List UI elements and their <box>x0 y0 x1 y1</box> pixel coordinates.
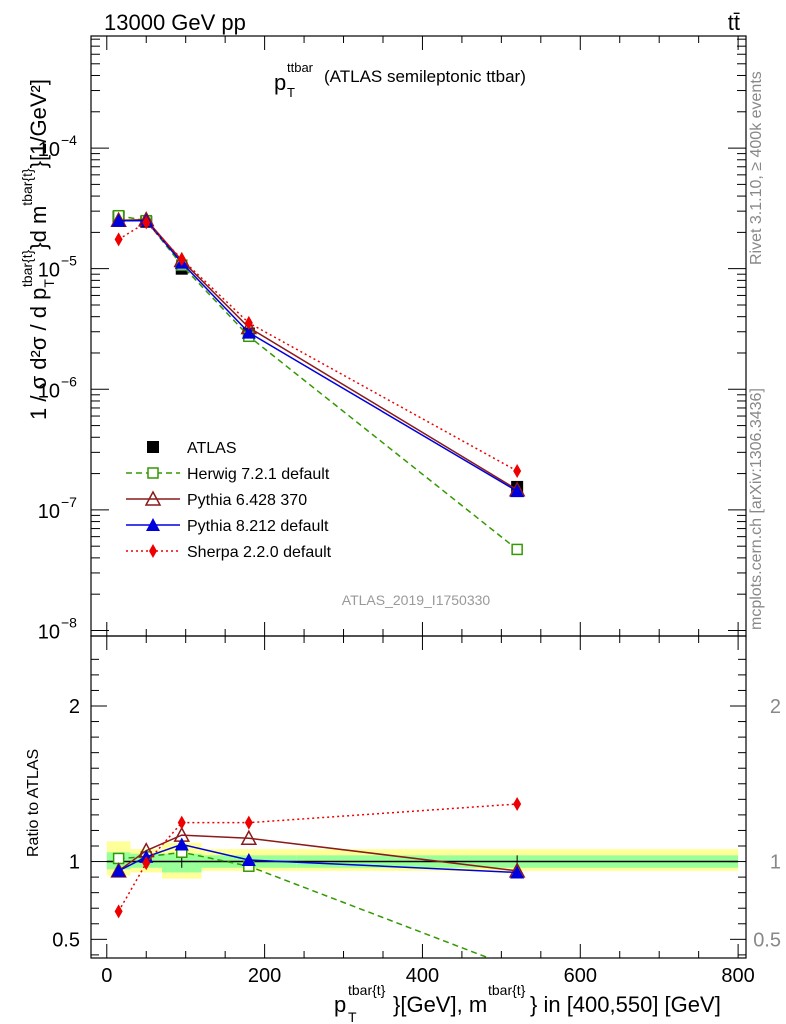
rivet-label: Rivet 3.1.10, ≥ 400k events <box>748 71 765 265</box>
y-label-part1: 1 / σ d²σ / d p <box>26 288 51 420</box>
y-tick-label-exp: −7 <box>61 494 77 510</box>
ratio-y-tick-label: 1 <box>69 852 80 874</box>
y-tick-label: 10 <box>38 260 60 282</box>
marker-diamond <box>142 856 151 871</box>
x-tick-label: 200 <box>248 965 281 987</box>
ratio-line <box>118 834 518 872</box>
legend-label: Sherpa 2.2.0 default <box>187 544 332 561</box>
marker-square <box>147 441 159 453</box>
y-tick-label-exp: −5 <box>61 253 77 269</box>
svg-text:p: p <box>274 70 286 95</box>
x-label-sup2: tbar{t} <box>488 982 526 998</box>
mcplots-label: mcplots.cern.ch [arXiv:1306.3436] <box>748 388 765 630</box>
y-tick-label: 10 <box>38 139 60 161</box>
legend-label: Herwig 7.2.1 default <box>187 466 330 483</box>
marker-triangle <box>241 325 256 339</box>
marker-open-square <box>147 467 159 479</box>
legend-entry: ATLAS <box>147 440 237 457</box>
y-tick-label: 10 <box>38 501 60 523</box>
legend-label: Pythia 6.428 370 <box>187 492 307 509</box>
ratio-frame <box>90 635 747 959</box>
y-tick-label-exp: −6 <box>61 373 77 389</box>
marker-triangle <box>174 837 189 851</box>
plot-title-sub: T <box>287 85 295 100</box>
plot-title-rest: (ATLAS semileptonic ttbar) <box>324 67 526 86</box>
marker-diamond <box>513 464 522 479</box>
svg-text:p: p <box>334 992 346 1017</box>
ratio-y-tick-label-right: 2 <box>770 696 781 718</box>
legend-label: Pythia 8.212 default <box>187 518 329 535</box>
ratio-y-tick-label: 0.5 <box>52 929 80 951</box>
ratio-y-tick-label-right: 1 <box>770 852 781 874</box>
legend: ATLAS Herwig 7.2.1 default Pythia 6.428 37… <box>126 440 332 561</box>
ratio-y-label: Ratio to ATLAS <box>25 749 42 857</box>
marker-triangle <box>510 484 525 498</box>
legend-entry: Pythia 6.428 370 <box>126 490 307 509</box>
marker-diamond <box>114 232 123 247</box>
y-axis-label: 1 / σ d²σ / d pTtbar{t}}d mtbar{t}}[1/Ge… <box>19 79 57 420</box>
x-axis-label: p T tbar{t} }[GeV], m tbar{t} } in [400,… <box>334 982 721 1024</box>
series-pythia <box>111 213 525 498</box>
x-label-sub: T <box>348 1009 357 1024</box>
legend-entry: Herwig 7.2.1 default <box>126 466 330 483</box>
marker-diamond <box>177 252 186 267</box>
marker-open-triangle <box>144 490 162 506</box>
x-label-mid: }[GeV], m <box>393 992 487 1017</box>
y-label-unit: }[1/GeV²] <box>26 79 51 168</box>
y-tick-label-exp: −8 <box>61 614 77 630</box>
marker-diamond <box>244 315 253 330</box>
marker-open-square <box>511 543 523 556</box>
svg-text:1 / σ d²σ / d pTtbar{t}}d mtba: 1 / σ d²σ / d pTtbar{t}}d mtbar{t}}[1/Ge… <box>19 79 57 420</box>
plot-title: p ttbar T (ATLAS semileptonic ttbar) <box>274 60 526 100</box>
legend-entry: Pythia 8.212 default <box>126 518 329 535</box>
ratio-panel: 0 200 400 600 800 0.5 0.5 1 1 2 2 <box>52 635 781 987</box>
energy-label: 13000 GeV pp <box>104 10 246 35</box>
series-sherpa <box>114 215 522 479</box>
marker-diamond <box>244 815 253 830</box>
plot-title-main: p <box>274 70 286 95</box>
y-label-sup: tbar{t} <box>19 249 35 287</box>
marker-triangle <box>146 518 160 531</box>
plot-title-sup: ttbar <box>287 60 314 75</box>
legend-label: ATLAS <box>187 440 237 457</box>
y-label-tail: }d m <box>26 206 51 250</box>
series-herwig <box>112 209 523 556</box>
y-tick-label: 10 <box>38 380 60 402</box>
ratio-y-tick-label-right: 0.5 <box>753 929 781 951</box>
ratio-line <box>117 803 518 912</box>
x-tick-label: 600 <box>564 965 597 987</box>
x-tick-label: 0 <box>101 965 112 987</box>
x-tick-label: 800 <box>721 965 754 987</box>
y-label-sub: T <box>41 279 57 288</box>
legend-entry: Sherpa 2.2.0 default <box>126 544 332 561</box>
y-label-sup2: tbar{t} <box>19 168 35 206</box>
ratio-series-sherpa <box>114 797 522 919</box>
marker-open-square <box>112 852 125 865</box>
x-label-sup: tbar{t} <box>348 982 386 998</box>
process-label: tt̄ <box>728 10 740 35</box>
y-tick-label-exp: −4 <box>61 132 77 148</box>
x-label-p: p <box>334 992 346 1017</box>
ratio-y-tick-label: 2 <box>69 696 80 718</box>
marker-diamond <box>177 815 186 830</box>
main-panel: 10−410−510−610−710−8 <box>38 35 747 643</box>
marker-diamond <box>149 544 157 558</box>
analysis-id: ATLAS_2019_I1750330 <box>342 592 491 608</box>
marker-triangle <box>111 863 126 877</box>
ratio-series-pythia <box>111 837 525 879</box>
x-label-tail: } in [400,550] [GeV] <box>530 992 721 1017</box>
x-tick-label: 400 <box>406 965 439 987</box>
marker-open-triangle <box>240 829 258 845</box>
marker-diamond <box>142 215 151 230</box>
series-line <box>118 221 518 472</box>
marker-triangle <box>241 853 256 866</box>
y-tick-label: 10 <box>38 621 60 643</box>
marker-diamond <box>114 904 123 919</box>
marker-diamond <box>513 797 522 811</box>
marker-triangle <box>111 213 126 227</box>
